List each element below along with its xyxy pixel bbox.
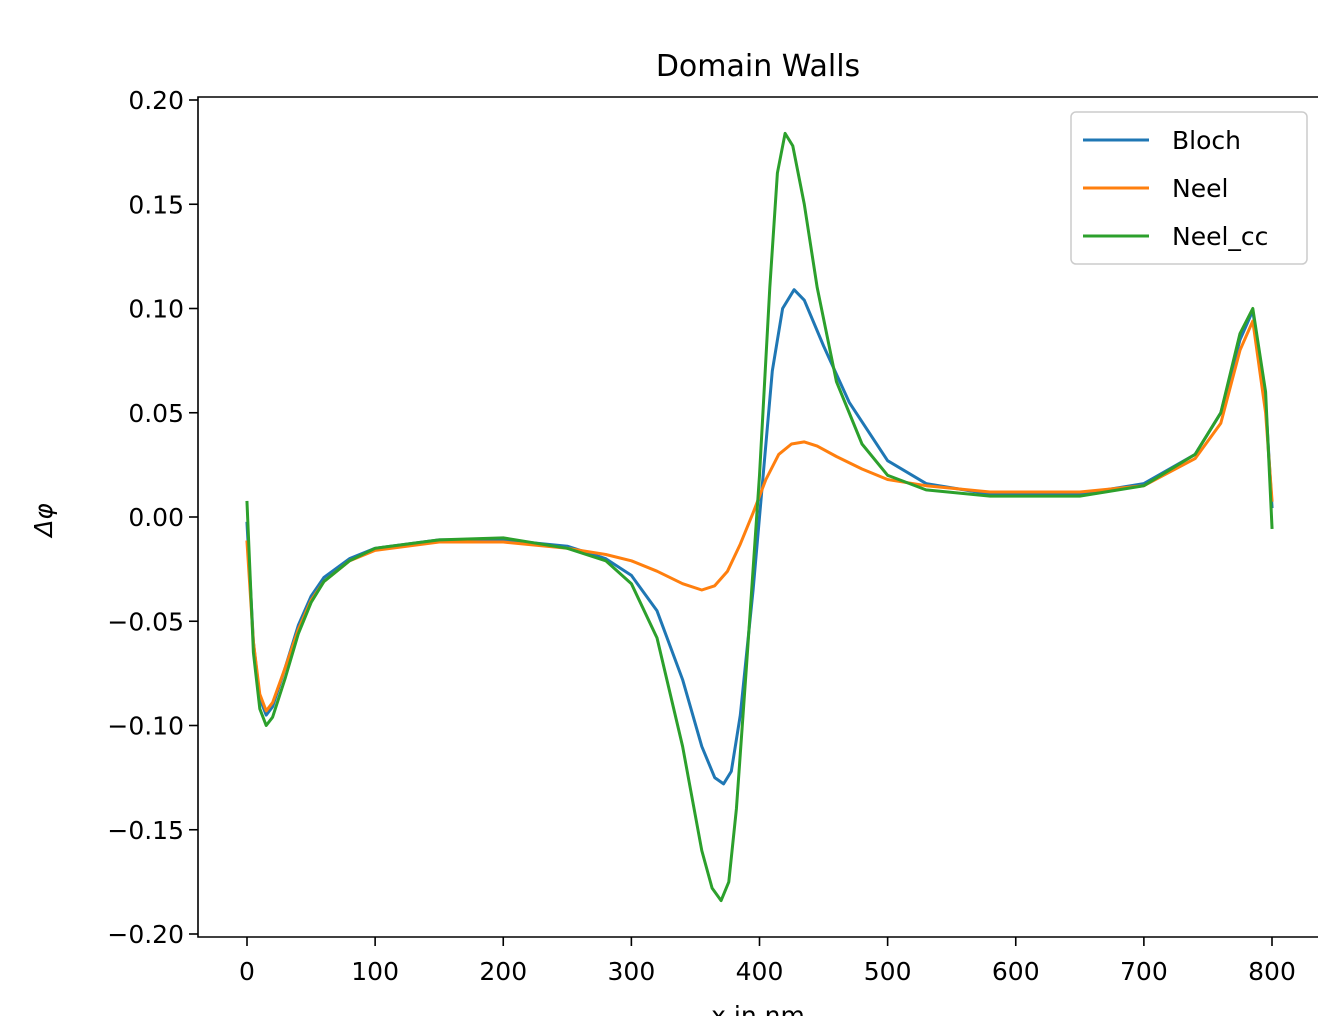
plot-frame [197, 96, 1318, 938]
legend-label: Neel_cc [1172, 222, 1268, 251]
y-tick-label: 0.20 [128, 86, 184, 115]
y-axis-ticks: 0.20 0.15 0.10 0.05 0.00 −0.05 −0.10 −0.15 −0.20 [107, 86, 198, 949]
y-tick-label: 0.10 [128, 295, 184, 324]
y-tick-label: 0.15 [128, 190, 184, 219]
series-line-bloch [245, 288, 1274, 786]
y-tick-label: −0.15 [107, 816, 184, 845]
x-axis-ticks: 0 100 200 300 400 500 600 700 800 [239, 937, 1296, 986]
x-tick-label: 0 [239, 957, 255, 986]
legend: Bloch Neel Neel_cc [1070, 111, 1308, 265]
legend-box [1070, 111, 1308, 265]
x-tick-label: 700 [1120, 957, 1168, 986]
y-tick-label: −0.05 [107, 607, 184, 636]
y-tick-label: −0.10 [107, 712, 184, 741]
x-tick-label: 400 [736, 957, 784, 986]
x-tick-label: 200 [479, 957, 527, 986]
y-axis-label: Δφ [29, 503, 58, 539]
x-tick-label: 300 [608, 957, 656, 986]
series-lines [245, 131, 1274, 903]
legend-label: Neel [1172, 174, 1228, 203]
x-tick-label: 100 [351, 957, 399, 986]
y-tick-label: 0.00 [128, 503, 184, 532]
x-axis-label: x in nm [711, 1001, 805, 1016]
y-tick-label: −0.20 [107, 920, 184, 949]
chart-title: Domain Walls [656, 49, 860, 84]
legend-label: Bloch [1172, 126, 1241, 155]
x-tick-label: 800 [1248, 957, 1296, 986]
y-tick-label: 0.05 [128, 399, 184, 428]
x-tick-label: 500 [864, 957, 912, 986]
series-line-neel-cc [245, 131, 1274, 903]
x-tick-label: 600 [992, 957, 1040, 986]
